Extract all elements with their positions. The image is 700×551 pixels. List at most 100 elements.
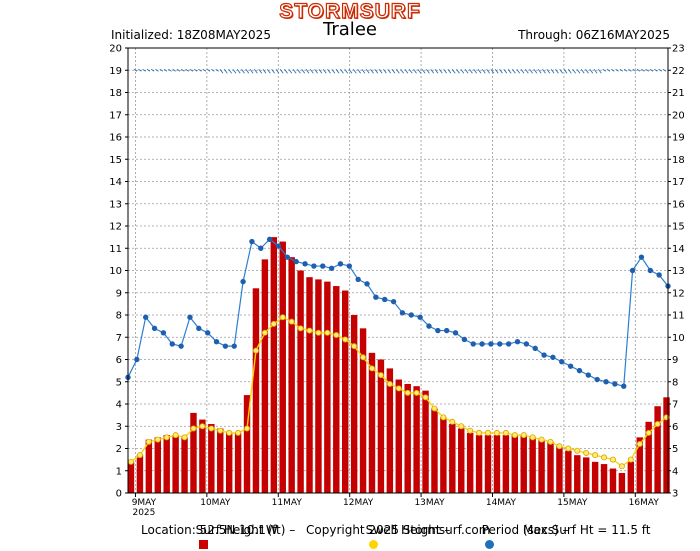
wind-arrow xyxy=(477,68,482,74)
wind-arrow xyxy=(322,68,327,74)
surf-bar xyxy=(556,446,563,493)
wind-arrow xyxy=(284,68,288,74)
wind-arrow xyxy=(623,68,628,72)
surf-bar xyxy=(368,352,376,493)
wind-arrow xyxy=(357,68,361,74)
swell-point xyxy=(493,429,500,436)
swell-point xyxy=(333,332,340,339)
swell-point xyxy=(279,314,286,321)
wind-arrow xyxy=(628,68,632,72)
left-tick-label: 4 xyxy=(116,400,122,411)
wind-arrow xyxy=(301,68,306,74)
surf-bar xyxy=(582,457,590,493)
period-series xyxy=(125,236,671,389)
period-point xyxy=(612,381,618,387)
chart-title: Tralee xyxy=(323,19,377,40)
right-tick-label: 20 xyxy=(672,110,685,121)
x-tick-label: 10MAY xyxy=(200,498,231,508)
wind-arrow xyxy=(365,68,370,74)
swell-point xyxy=(145,438,152,445)
wind-arrow xyxy=(512,68,516,74)
surf-bar xyxy=(458,428,465,493)
wind-arrow xyxy=(232,68,237,74)
wind-arrow xyxy=(172,68,176,72)
wind-arrow xyxy=(249,68,254,74)
surf-bar xyxy=(591,461,599,493)
period-point xyxy=(169,341,175,347)
surf-bar xyxy=(208,424,215,493)
period-point xyxy=(461,336,468,343)
right-tick-label: 10 xyxy=(672,333,685,344)
surf-bar xyxy=(145,439,153,493)
wind-arrow xyxy=(266,68,271,74)
surf-bar xyxy=(404,383,411,493)
period-point xyxy=(311,263,317,269)
period-point xyxy=(337,261,344,267)
wind-arrow xyxy=(374,68,379,74)
surf-bar xyxy=(342,290,349,493)
left-tick-label: 14 xyxy=(109,177,122,188)
swell-point xyxy=(163,434,170,441)
swell-point xyxy=(636,441,643,448)
swell-point xyxy=(368,365,375,372)
wind-arrow xyxy=(146,68,151,72)
wind-arrow xyxy=(206,68,211,72)
wind-arrow xyxy=(138,68,142,72)
swell-point xyxy=(342,336,349,343)
period-point xyxy=(629,267,636,274)
swell-point xyxy=(529,434,536,441)
wind-arrow xyxy=(318,68,323,74)
wind-arrow xyxy=(340,68,344,74)
period-point xyxy=(293,258,299,265)
wind-arrow xyxy=(223,68,228,74)
swell-point xyxy=(172,432,179,439)
period-point xyxy=(187,314,193,320)
wind-arrow xyxy=(400,68,404,74)
period-point xyxy=(178,343,184,349)
period-point xyxy=(249,238,255,245)
wind-arrow xyxy=(262,68,267,74)
swell-point xyxy=(458,423,465,430)
wind-arrow xyxy=(533,68,538,74)
wind-arrow xyxy=(236,68,241,74)
swell-point xyxy=(226,429,233,436)
period-point xyxy=(505,341,512,347)
wind-arrow xyxy=(490,68,495,74)
surf-bar xyxy=(663,397,670,493)
wind-arrow xyxy=(404,68,409,74)
surf-bar xyxy=(359,328,367,493)
surf-bar xyxy=(172,435,179,493)
wind-arrow xyxy=(421,68,426,74)
wind-arrow xyxy=(309,68,314,74)
wind-arrow xyxy=(516,68,521,74)
period-point xyxy=(222,343,229,349)
right-tick-label: 11 xyxy=(672,311,685,322)
wind-arrow xyxy=(529,68,533,74)
surf-bar xyxy=(502,435,510,493)
surf-bar xyxy=(252,288,260,493)
swell-point xyxy=(485,429,492,436)
x-tick-label: 15MAY xyxy=(557,498,588,508)
x-tick-label: 9MAY xyxy=(132,498,157,508)
left-tick-label: 13 xyxy=(109,199,122,210)
wind-arrow xyxy=(632,68,637,72)
swell-point xyxy=(136,452,143,459)
wind-arrow xyxy=(645,68,649,72)
period-point xyxy=(594,376,600,383)
surf-bar xyxy=(466,432,474,493)
location-text: Location: 52.5N 10.1W xyxy=(141,523,278,537)
right-tick-label: 17 xyxy=(672,177,685,188)
surf-bars xyxy=(127,237,670,493)
period-point xyxy=(523,341,530,347)
wind-arrow xyxy=(159,68,164,72)
left-tick-label: 0 xyxy=(116,489,122,500)
surf-bar xyxy=(449,424,456,493)
surf-bar xyxy=(297,270,304,493)
swell-point xyxy=(377,372,384,379)
wind-arrow xyxy=(193,68,198,72)
x-tick-label: 14MAY xyxy=(486,498,517,508)
right-tick-label: 8 xyxy=(672,377,678,388)
period-point xyxy=(603,379,609,385)
copyright-text: Copyright 2025 Stormsurf.com xyxy=(306,523,491,537)
legend-swell-dot xyxy=(368,540,378,549)
